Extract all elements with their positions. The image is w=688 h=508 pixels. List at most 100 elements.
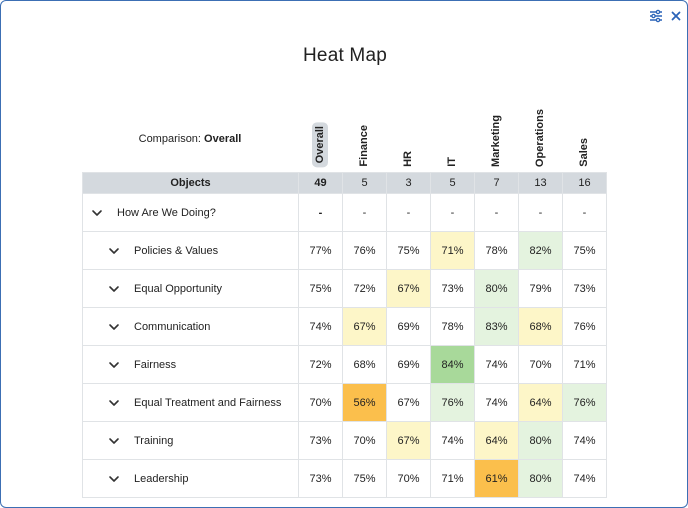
value-cell: 69%	[386, 307, 431, 346]
row-label: Equal Treatment and Fairness	[83, 397, 298, 409]
chevron-down-icon[interactable]	[108, 435, 120, 447]
value-cell: 80%	[474, 269, 519, 308]
value-cell: 78%	[430, 307, 475, 346]
chevron-down-icon[interactable]	[108, 321, 120, 333]
value-cell: 70%	[342, 421, 387, 460]
table-row: Fairness 72% 68% 69% 84% 74% 70% 71%	[82, 345, 607, 384]
value-cell: 84%	[430, 345, 475, 384]
column-header-hr[interactable]: HR	[386, 77, 430, 167]
value-cell: 70%	[386, 459, 431, 498]
value-cell: 77%	[298, 231, 343, 270]
comparison-value: Overall	[204, 133, 242, 145]
row-name-cell: Equal Opportunity	[82, 269, 299, 308]
value-cell: 69%	[386, 345, 431, 384]
column-header-overall[interactable]: Overall	[298, 77, 342, 167]
table-row: Equal Opportunity 75% 72% 67% 73% 80% 79% 73%	[82, 269, 607, 308]
comparison-prefix: Comparison:	[138, 133, 201, 145]
column-count-sales: 16	[562, 172, 607, 194]
chevron-down-icon[interactable]	[108, 397, 120, 409]
value-cell: 74%	[298, 307, 343, 346]
value-cell: 73%	[562, 269, 607, 308]
value-cell: 71%	[430, 231, 475, 270]
row-name-cell: Fairness	[82, 345, 299, 384]
value-cell: 76%	[562, 383, 607, 422]
page-title: Heat Map	[303, 45, 387, 66]
header-row: Objects 49 5 3 5 7 13 16	[82, 172, 607, 194]
value-cell: 76%	[342, 231, 387, 270]
heat-map-table: Objects 49 5 3 5 7 13 16 How Are We Doing? - - - -…	[82, 172, 607, 498]
row-label-text: How Are We Doing?	[117, 206, 216, 219]
value-cell: 56%	[342, 383, 387, 422]
row-label: Communication	[83, 321, 298, 333]
column-header-marketing[interactable]: Marketing	[474, 77, 518, 167]
value-cell: 73%	[430, 269, 475, 308]
row-label-text: Leadership	[134, 472, 189, 485]
column-header-label: Overall	[312, 121, 328, 167]
row-name-cell: How Are We Doing?	[82, 193, 299, 232]
row-label: Policies & Values	[83, 245, 298, 257]
row-name-cell: Leadership	[82, 459, 299, 498]
column-header-label: Finance	[358, 125, 370, 167]
chevron-down-icon[interactable]	[108, 473, 120, 485]
value-cell: 72%	[298, 345, 343, 384]
row-label: How Are We Doing?	[83, 207, 298, 219]
value-cell: 71%	[430, 459, 475, 498]
comparison-label: Comparison: Overall	[82, 133, 298, 145]
column-header-operations[interactable]: Operations	[518, 77, 562, 167]
column-count-it: 5	[430, 172, 475, 194]
column-count-overall: 49	[298, 172, 343, 194]
value-cell: -	[298, 193, 343, 232]
sliders-icon[interactable]	[649, 9, 663, 23]
value-cell: 67%	[386, 421, 431, 460]
column-header-finance[interactable]: Finance	[342, 77, 386, 167]
table-row: How Are We Doing? - - - - - - -	[82, 193, 607, 232]
value-cell: 74%	[474, 345, 519, 384]
column-header-label: Sales	[578, 138, 590, 167]
value-cell: -	[342, 193, 387, 232]
table-row: Training 73% 70% 67% 74% 64% 80% 74%	[82, 421, 607, 460]
value-cell: -	[562, 193, 607, 232]
value-cell: 75%	[562, 231, 607, 270]
value-cell: 75%	[342, 459, 387, 498]
row-label: Fairness	[83, 359, 298, 371]
value-cell: 61%	[474, 459, 519, 498]
value-cell: 80%	[518, 421, 563, 460]
value-cell: 70%	[518, 345, 563, 384]
table-row: Communication 74% 67% 69% 78% 83% 68% 76%	[82, 307, 607, 346]
objects-header: Objects	[82, 172, 299, 194]
column-header-label: Operations	[534, 108, 546, 167]
value-cell: 67%	[386, 383, 431, 422]
column-count-finance: 5	[342, 172, 387, 194]
value-cell: -	[386, 193, 431, 232]
value-cell: 74%	[562, 421, 607, 460]
column-header-sales[interactable]: Sales	[562, 77, 606, 167]
row-name-cell: Training	[82, 421, 299, 460]
value-cell: 64%	[474, 421, 519, 460]
column-header-it[interactable]: IT	[430, 77, 474, 167]
value-cell: 83%	[474, 307, 519, 346]
row-label-text: Policies & Values	[134, 244, 219, 257]
column-count-hr: 3	[386, 172, 431, 194]
row-label-text: Fairness	[134, 358, 177, 371]
close-icon[interactable]	[669, 9, 683, 23]
row-name-cell: Communication	[82, 307, 299, 346]
table-row: Policies & Values 77% 76% 75% 71% 78% 82% 75%	[82, 231, 607, 270]
value-cell: 76%	[562, 307, 607, 346]
row-label-text: Training	[134, 434, 174, 447]
value-cell: 74%	[474, 383, 519, 422]
table-row: Equal Treatment and Fairness 70% 56% 67% 76%…	[82, 383, 607, 422]
chevron-down-icon[interactable]	[108, 245, 120, 257]
value-cell: 74%	[430, 421, 475, 460]
column-count-operations: 13	[518, 172, 563, 194]
value-cell: 80%	[518, 459, 563, 498]
value-cell: -	[474, 193, 519, 232]
value-cell: 78%	[474, 231, 519, 270]
chevron-down-icon[interactable]	[108, 283, 120, 295]
chevron-down-icon[interactable]	[91, 207, 103, 219]
value-cell: 73%	[298, 459, 343, 498]
chevron-down-icon[interactable]	[108, 359, 120, 371]
row-label-text: Equal Treatment and Fairness	[134, 396, 282, 409]
column-count-marketing: 7	[474, 172, 519, 194]
column-header-label: HR	[402, 151, 414, 167]
